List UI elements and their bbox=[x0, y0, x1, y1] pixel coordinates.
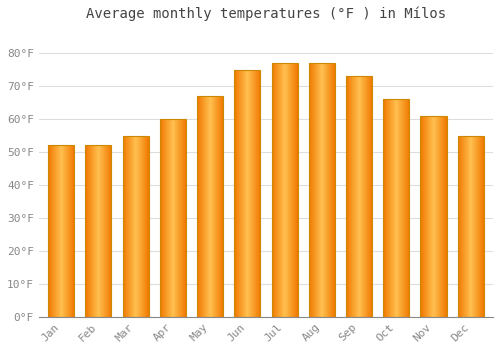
Title: Average monthly temperatures (°F ) in Mílos: Average monthly temperatures (°F ) in Mí… bbox=[86, 7, 446, 21]
Bar bbox=[420, 116, 446, 317]
Bar bbox=[122, 135, 148, 317]
Bar bbox=[48, 146, 74, 317]
Bar bbox=[160, 119, 186, 317]
Bar bbox=[383, 99, 409, 317]
Bar bbox=[272, 63, 297, 317]
Bar bbox=[308, 63, 335, 317]
Bar bbox=[234, 70, 260, 317]
Bar bbox=[197, 96, 223, 317]
Bar bbox=[458, 135, 483, 317]
Bar bbox=[86, 146, 112, 317]
Bar bbox=[346, 76, 372, 317]
